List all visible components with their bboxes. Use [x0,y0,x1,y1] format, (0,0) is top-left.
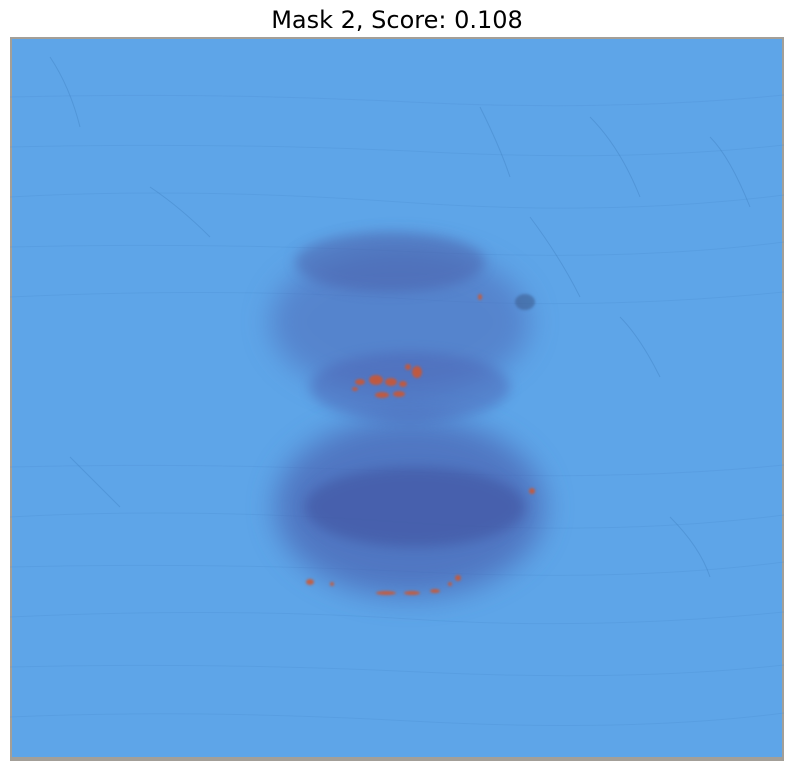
mask-overlay-image [10,37,784,761]
skin-photo-with-mask [10,37,784,761]
lesion [270,232,545,597]
highlighted-spots [306,294,535,595]
hair-strands [49,56,751,578]
figure-title: Mask 2, Score: 0.108 [271,6,523,34]
